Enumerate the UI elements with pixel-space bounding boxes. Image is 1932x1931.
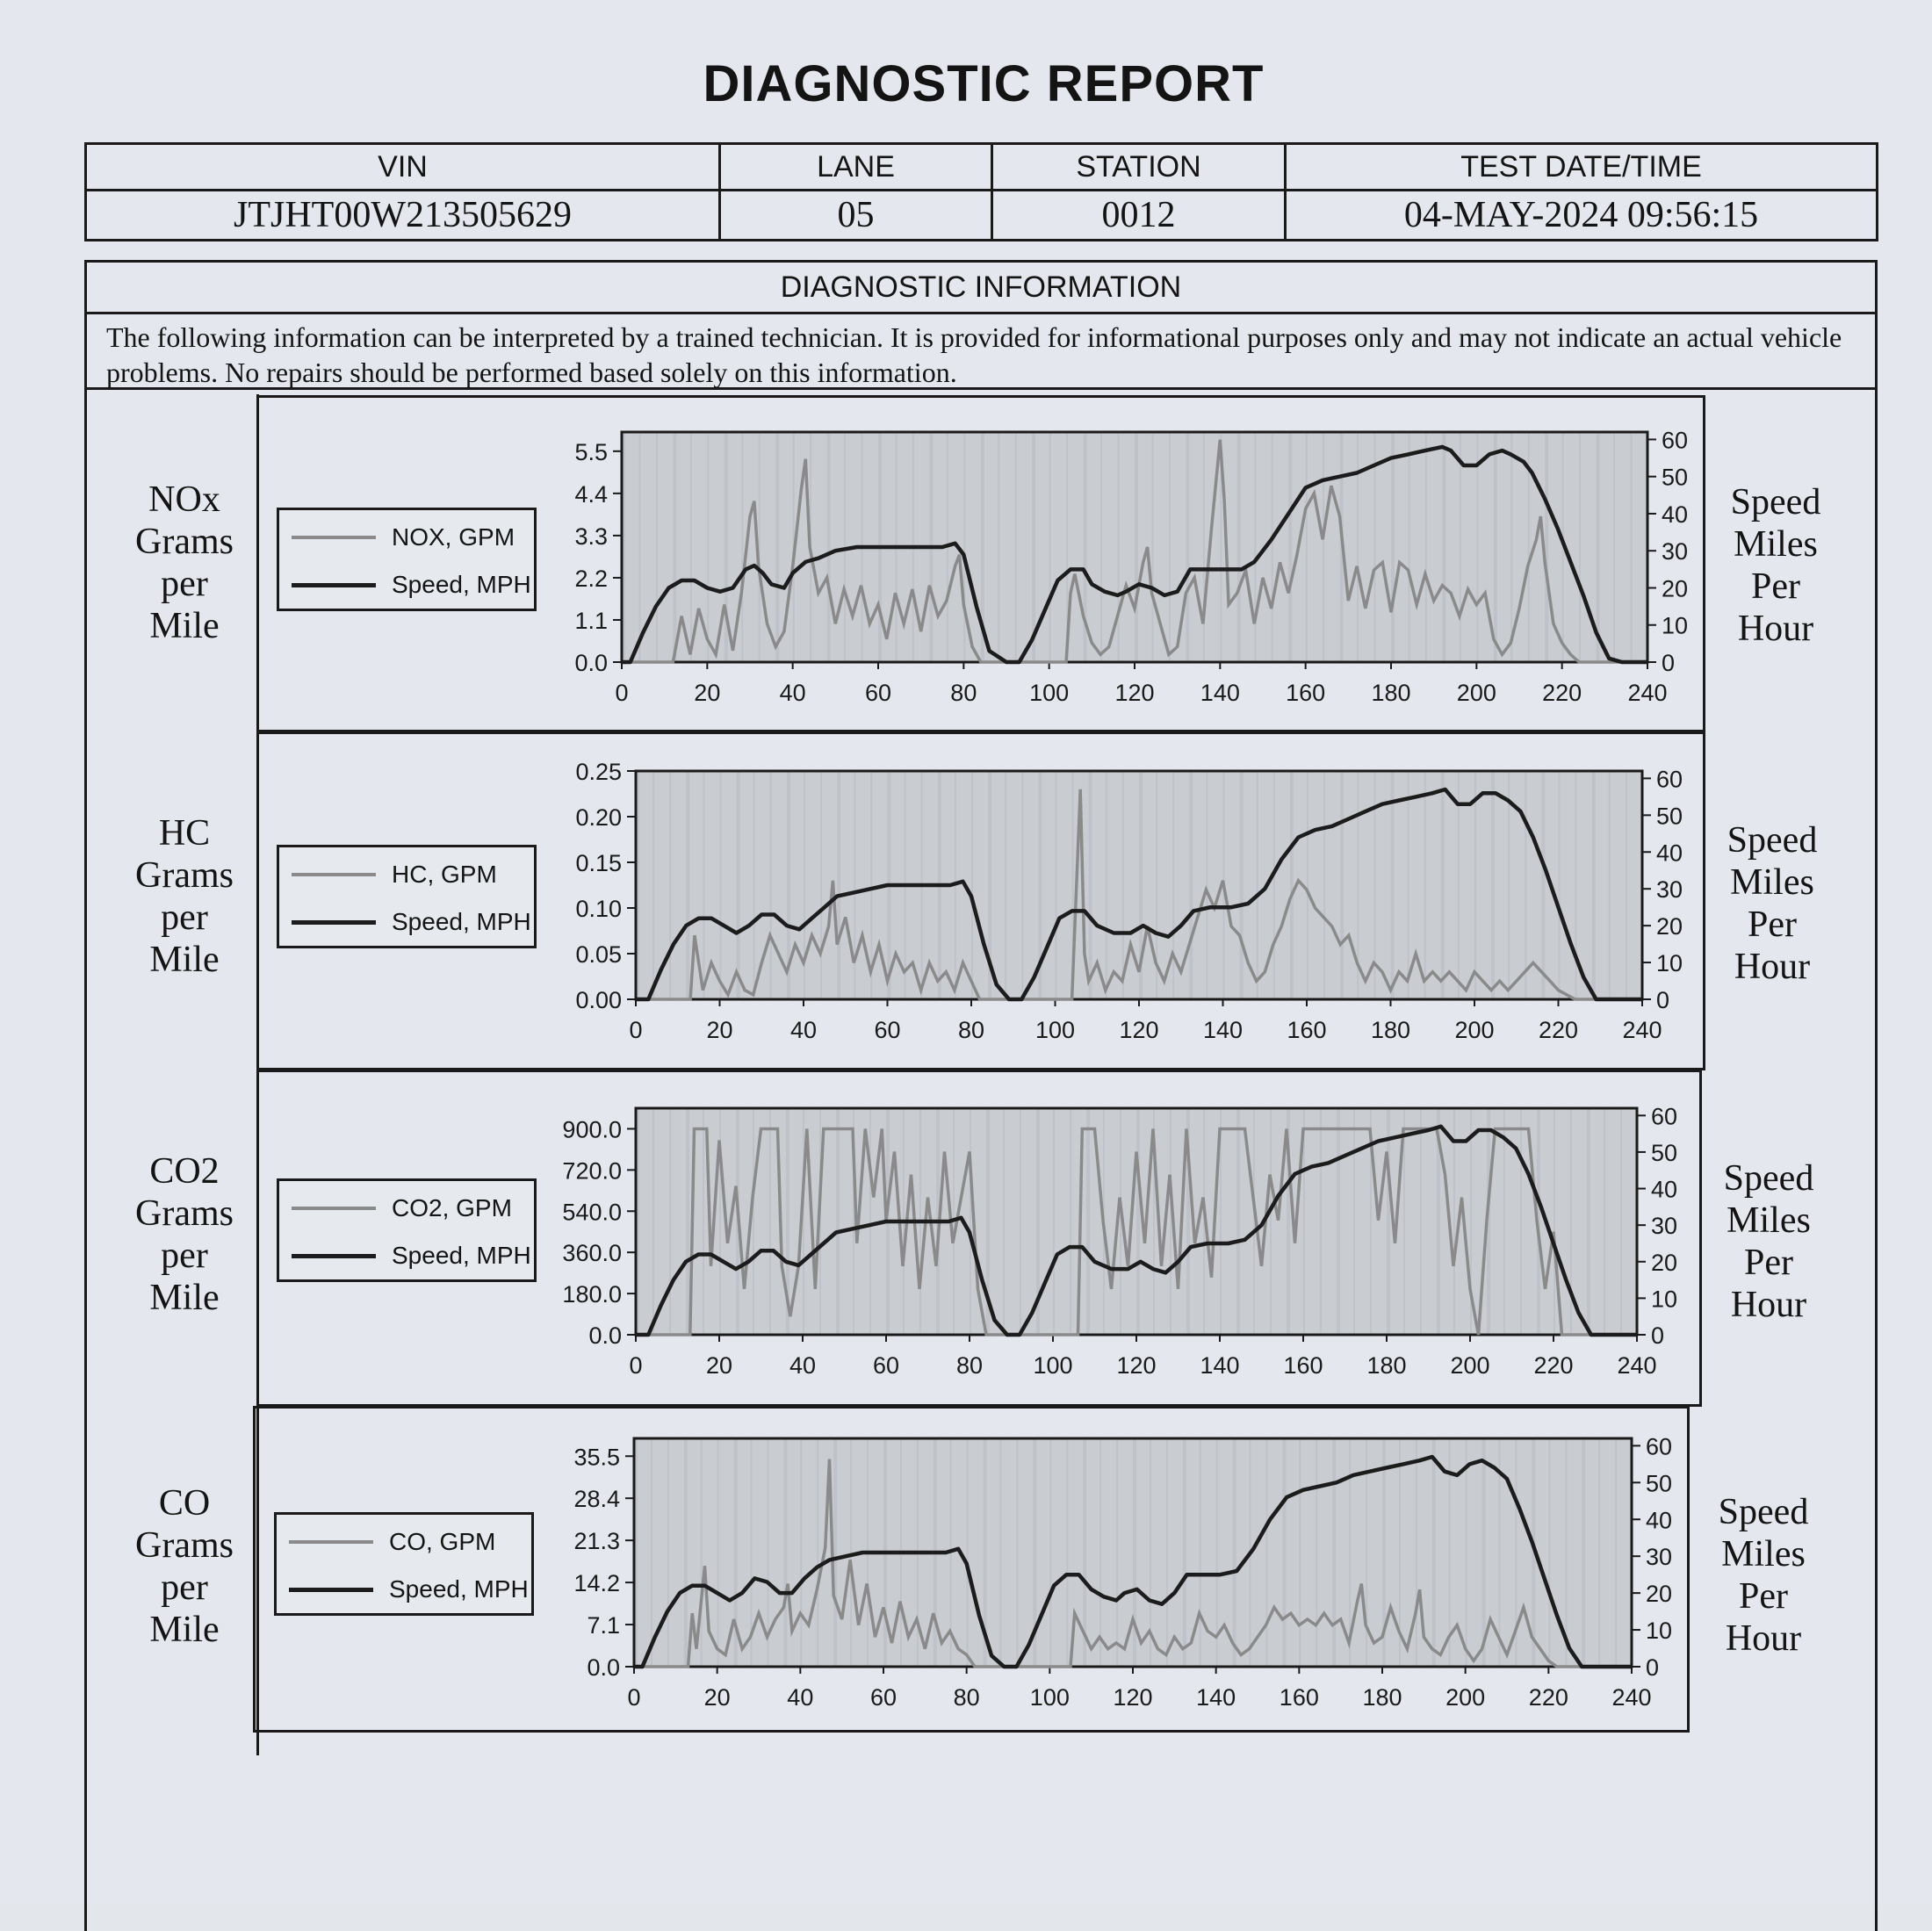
vin-value: JTJHT00W213505629 <box>84 189 721 241</box>
legend-label: CO2, GPM <box>392 1194 512 1221</box>
pollutant-axis-label-line: per <box>161 1567 208 1608</box>
vin-label: VIN <box>84 142 721 191</box>
pollutant-axis-label-line: per <box>161 897 208 938</box>
pollutant-axis-label: CO Grams per Mile <box>105 1482 263 1651</box>
station-label: STATION <box>991 142 1287 191</box>
diagnostic-information-title: DIAGNOSTIC INFORMATION <box>87 263 1875 314</box>
legend-label: Speed, MPH <box>392 1242 531 1269</box>
pollutant-axis-label-line: per <box>161 1236 208 1276</box>
speed-axis-label-line: Miles <box>1721 1534 1806 1574</box>
legend-entry-emission: NOX, GPM <box>292 523 515 551</box>
pollutant-axis-label-line: per <box>161 564 208 604</box>
speed-axis-label: Speed Miles Per Hour <box>1681 1157 1856 1326</box>
test-datetime-value: 04-MAY-2024 09:56:15 <box>1284 189 1878 241</box>
pollutant-axis-label-line: Grams <box>135 855 234 896</box>
speed-axis-label: Speed Miles Per Hour <box>1688 481 1864 650</box>
chart-legend: HC, GPM Speed, MPH <box>277 845 537 948</box>
speed-axis-label-line: Hour <box>1734 947 1811 987</box>
legend-swatch <box>289 1587 373 1592</box>
chart-legend: CO2, GPM Speed, MPH <box>277 1178 537 1282</box>
pollutant-axis-label-line: Grams <box>135 1193 234 1234</box>
legend-entry-speed: Speed, MPH <box>289 1575 529 1603</box>
test-datetime-label: TEST DATE/TIME <box>1284 142 1878 191</box>
pollutant-axis-label-line: Mile <box>149 940 220 980</box>
legend-label: HC, GPM <box>392 861 497 888</box>
legend-swatch <box>292 582 376 587</box>
station-value: 0012 <box>991 189 1287 241</box>
speed-axis-label-line: Hour <box>1737 609 1814 649</box>
legend-entry-emission: HC, GPM <box>292 861 497 888</box>
legend-entry-speed: Speed, MPH <box>292 908 531 935</box>
speed-axis-label-line: Per <box>1748 904 1797 945</box>
lane-label: LANE <box>718 142 993 191</box>
pollutant-axis-label-line: NOx <box>148 479 220 520</box>
legend-label: NOX, GPM <box>392 523 515 551</box>
legend-swatch <box>289 1540 373 1544</box>
legend-label: CO, GPM <box>389 1528 496 1555</box>
pollutant-axis-label-line: HC <box>158 813 211 854</box>
legend-entry-speed: Speed, MPH <box>292 1242 531 1269</box>
legend-entry-emission: CO, GPM <box>289 1528 496 1555</box>
speed-axis-label-line: Miles <box>1727 1200 1811 1241</box>
chart-panel <box>256 731 1705 1070</box>
pollutant-axis-label-line: Mile <box>149 1610 220 1650</box>
legend-swatch <box>292 1253 376 1258</box>
legend-swatch <box>292 919 376 925</box>
speed-axis-label-line: Miles <box>1730 862 1814 903</box>
speed-axis-label-line: Hour <box>1730 1285 1807 1325</box>
pollutant-axis-label-line: Mile <box>149 606 220 646</box>
vehicle-info-table: VIN LANE STATION TEST DATE/TIME JTJHT00W… <box>84 142 1878 241</box>
pollutant-axis-label: NOx Grams per Mile <box>105 479 263 647</box>
legend-entry-emission: CO2, GPM <box>292 1194 512 1221</box>
diagnostic-information-box: DIAGNOSTIC INFORMATION The following inf… <box>84 260 1878 1931</box>
diagnostic-disclaimer: The following information can be interpr… <box>87 314 1875 390</box>
pollutant-axis-label: HC Grams per Mile <box>105 812 263 981</box>
pollutant-axis-label-line: Grams <box>135 522 234 562</box>
chart-panel <box>256 395 1705 732</box>
pollutant-axis-label-line: Grams <box>135 1525 234 1566</box>
speed-axis-label-line: Hour <box>1725 1618 1802 1659</box>
speed-axis-label-line: Per <box>1744 1243 1793 1283</box>
pollutant-axis-label-line: CO2 <box>149 1151 220 1192</box>
report-title: DIAGNOSTIC REPORT <box>703 55 1265 112</box>
chart-legend: CO, GPM Speed, MPH <box>274 1512 534 1616</box>
speed-axis-label-line: Speed <box>1730 482 1821 522</box>
chart-panel <box>253 1406 1690 1733</box>
chart-panel <box>256 1070 1702 1407</box>
speed-axis-label-line: Per <box>1751 566 1800 607</box>
pollutant-axis-label: CO2 Grams per Mile <box>105 1150 263 1319</box>
speed-axis-label-line: Speed <box>1723 1158 1814 1199</box>
legend-swatch <box>292 873 376 876</box>
speed-axis-label-line: Speed <box>1727 820 1818 861</box>
legend-label: Speed, MPH <box>392 908 531 935</box>
legend-entry-speed: Speed, MPH <box>292 571 531 598</box>
speed-axis-label-line: Miles <box>1734 524 1818 565</box>
speed-axis-label-line: Per <box>1739 1576 1788 1617</box>
speed-axis-label: Speed Miles Per Hour <box>1684 819 1860 988</box>
pollutant-axis-label-line: CO <box>158 1483 211 1524</box>
legend-label: Speed, MPH <box>392 571 531 598</box>
lane-value: 05 <box>718 189 993 241</box>
legend-label: Speed, MPH <box>389 1575 529 1603</box>
speed-axis-label: Speed Miles Per Hour <box>1676 1491 1851 1660</box>
chart-legend: NOX, GPM Speed, MPH <box>277 508 537 611</box>
speed-axis-label-line: Speed <box>1718 1492 1809 1532</box>
legend-swatch <box>292 536 376 539</box>
pollutant-axis-label-line: Mile <box>149 1278 220 1318</box>
legend-swatch <box>292 1207 376 1210</box>
